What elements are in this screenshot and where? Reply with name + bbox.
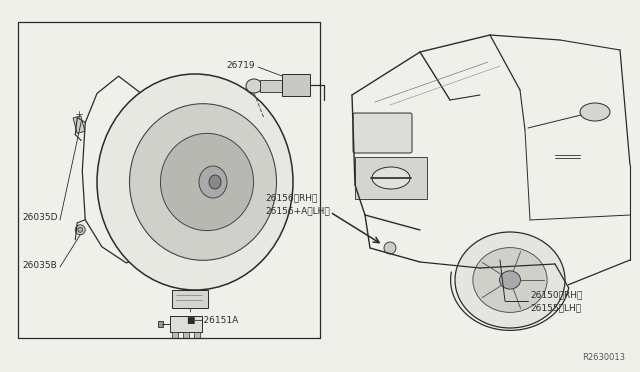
Text: 26150〈RH〉: 26150〈RH〉 — [530, 291, 582, 299]
Text: 26035D: 26035D — [22, 214, 58, 222]
Ellipse shape — [129, 104, 276, 260]
Text: ■—26151A: ■—26151A — [186, 315, 238, 324]
Circle shape — [384, 242, 396, 254]
Text: R2630013: R2630013 — [582, 353, 625, 362]
Ellipse shape — [97, 74, 293, 290]
Bar — [158, 321, 163, 327]
Bar — [260, 80, 282, 92]
Bar — [172, 290, 208, 308]
Bar — [355, 157, 427, 199]
Ellipse shape — [199, 166, 227, 198]
Ellipse shape — [209, 175, 221, 189]
Bar — [73, 116, 85, 134]
FancyBboxPatch shape — [353, 113, 412, 153]
Text: 26156〈RH〉: 26156〈RH〉 — [265, 193, 317, 202]
Ellipse shape — [580, 103, 610, 121]
Ellipse shape — [455, 232, 565, 328]
Ellipse shape — [246, 79, 262, 93]
Bar — [172, 332, 179, 338]
Ellipse shape — [161, 134, 253, 231]
Circle shape — [76, 225, 85, 235]
Bar — [194, 332, 200, 338]
Text: 26719: 26719 — [227, 61, 255, 70]
Circle shape — [77, 227, 83, 232]
Text: 26155〈LH〉: 26155〈LH〉 — [530, 304, 581, 312]
Bar — [183, 332, 189, 338]
Text: 26156+A〈LH〉: 26156+A〈LH〉 — [265, 206, 330, 215]
Ellipse shape — [500, 271, 520, 289]
Bar — [282, 74, 310, 96]
Ellipse shape — [372, 167, 410, 189]
Text: 26035B: 26035B — [22, 260, 57, 269]
Ellipse shape — [473, 248, 547, 312]
Bar — [170, 316, 202, 332]
